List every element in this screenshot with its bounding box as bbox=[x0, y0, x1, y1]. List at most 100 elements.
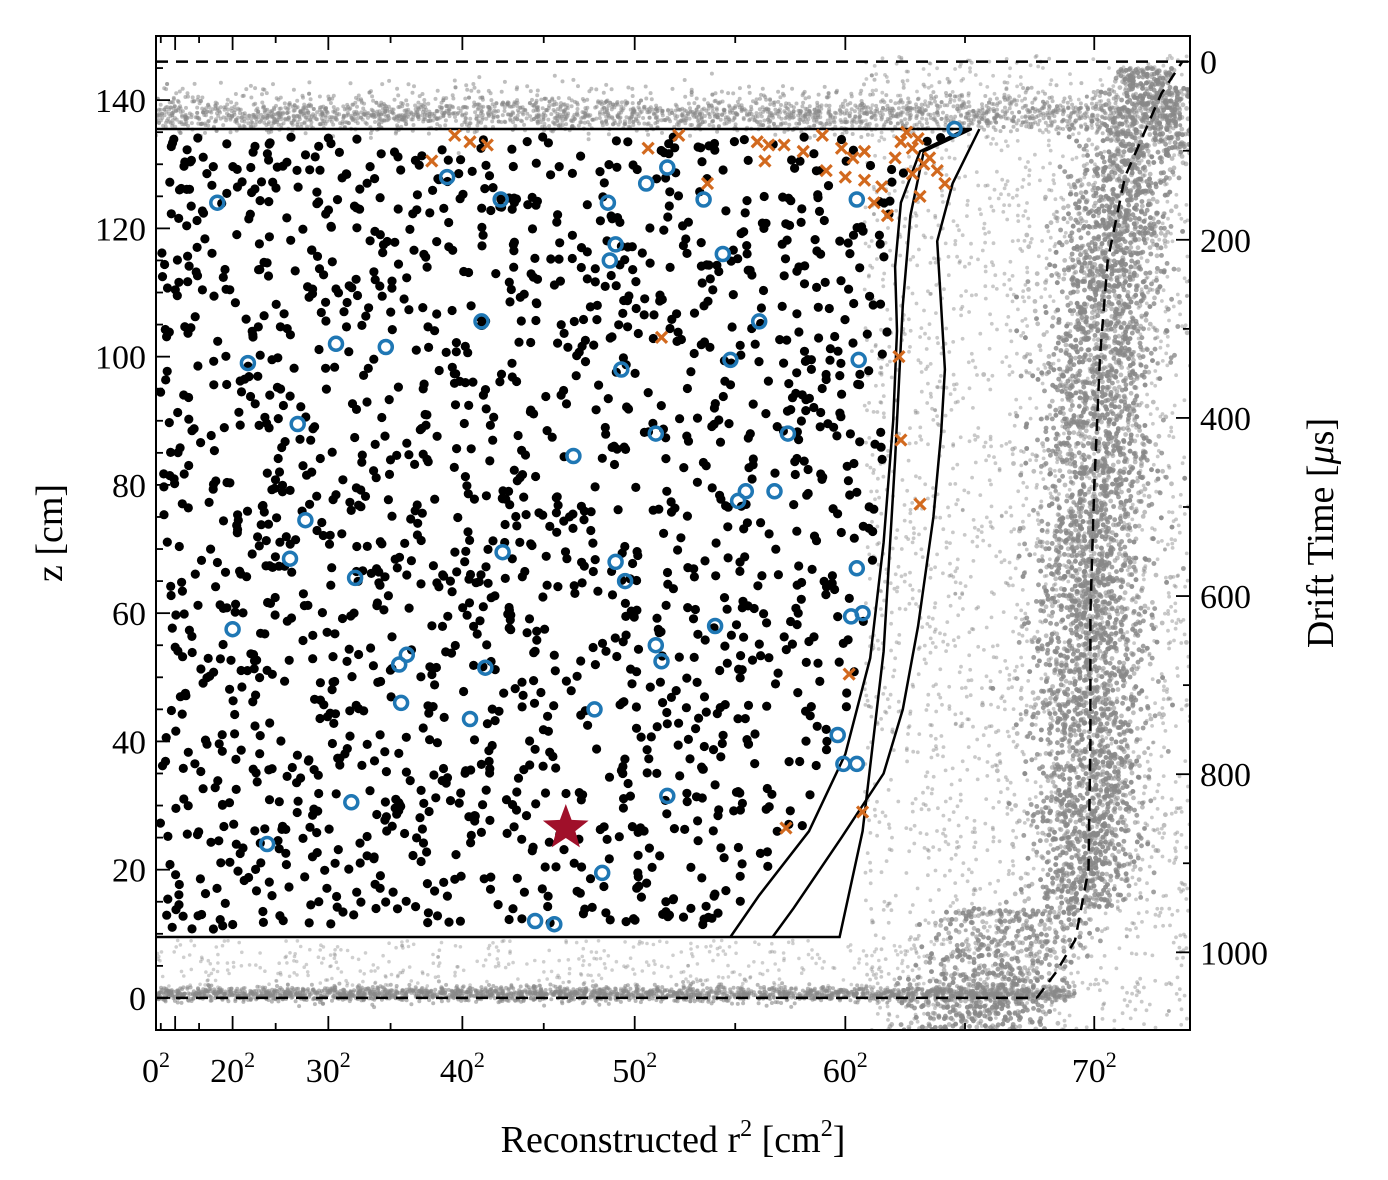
background-event bbox=[1018, 875, 1024, 881]
background-event bbox=[1015, 949, 1021, 955]
background-event bbox=[1227, 115, 1232, 120]
background-event bbox=[1071, 430, 1077, 435]
background-event bbox=[1047, 467, 1053, 473]
background-event bbox=[933, 920, 938, 926]
background-event bbox=[1201, 141, 1206, 146]
background-event bbox=[1026, 244, 1032, 250]
background-event bbox=[908, 1020, 914, 1026]
background-event bbox=[1183, 161, 1189, 167]
background-event bbox=[974, 1024, 980, 1030]
background-event bbox=[1083, 428, 1089, 434]
background-event bbox=[1122, 590, 1128, 596]
background-event bbox=[1099, 615, 1104, 621]
background-event bbox=[1140, 441, 1146, 446]
background-event bbox=[1132, 459, 1138, 465]
background-event bbox=[1150, 399, 1156, 405]
background-event bbox=[1022, 898, 1028, 904]
background-event bbox=[1046, 354, 1052, 359]
background-event bbox=[1115, 687, 1121, 692]
background-event bbox=[1155, 360, 1161, 366]
background-event bbox=[1112, 765, 1118, 771]
background-event bbox=[1154, 199, 1160, 205]
background-event bbox=[1063, 678, 1069, 684]
background-event bbox=[1043, 633, 1049, 639]
background-event bbox=[1035, 695, 1041, 701]
background-event bbox=[974, 934, 979, 940]
background-event bbox=[1192, 86, 1197, 91]
background-event bbox=[1202, 131, 1207, 136]
background-event bbox=[1129, 597, 1135, 603]
background-event bbox=[1065, 451, 1071, 457]
background-event bbox=[1034, 271, 1040, 276]
background-event bbox=[1177, 299, 1183, 305]
background-event bbox=[1063, 342, 1069, 348]
background-event bbox=[1196, 107, 1201, 112]
background-event bbox=[1042, 926, 1048, 932]
background-event bbox=[994, 768, 1000, 774]
background-event bbox=[963, 939, 969, 944]
background-event bbox=[1044, 838, 1049, 843]
background-event bbox=[1073, 269, 1079, 275]
background-event bbox=[1162, 233, 1168, 238]
background-event bbox=[1062, 258, 1068, 263]
background-event bbox=[1129, 505, 1135, 511]
background-event bbox=[1067, 469, 1072, 475]
background-event bbox=[1150, 600, 1155, 605]
background-event bbox=[1033, 453, 1039, 459]
background-event bbox=[1120, 153, 1126, 158]
background-event bbox=[981, 924, 987, 930]
background-event bbox=[1171, 165, 1177, 171]
background-event bbox=[946, 1022, 952, 1027]
background-event bbox=[1169, 208, 1174, 214]
background-event bbox=[1024, 232, 1030, 238]
background-event bbox=[1087, 650, 1093, 656]
background-event bbox=[1163, 812, 1168, 818]
background-event bbox=[1115, 795, 1120, 801]
background-event bbox=[1054, 631, 1060, 637]
background-event bbox=[1071, 953, 1077, 959]
background-event bbox=[1133, 568, 1138, 574]
background-event bbox=[1049, 398, 1055, 404]
background-event bbox=[1035, 321, 1041, 327]
background-event bbox=[1110, 462, 1116, 468]
background-event bbox=[1140, 514, 1146, 519]
background-event bbox=[1217, 86, 1222, 91]
background-event bbox=[1137, 303, 1143, 308]
background-event bbox=[1075, 289, 1080, 294]
background-event bbox=[1169, 481, 1174, 487]
background-event bbox=[1014, 731, 1020, 736]
background-event bbox=[1073, 355, 1078, 361]
background-event bbox=[1100, 379, 1105, 385]
background-event bbox=[1053, 215, 1059, 221]
background-event bbox=[1032, 308, 1038, 314]
background-event bbox=[1138, 866, 1143, 872]
background-event bbox=[1119, 713, 1124, 719]
background-event bbox=[1150, 196, 1156, 202]
background-event bbox=[1134, 376, 1140, 381]
background-event bbox=[1115, 555, 1120, 561]
background-event bbox=[1088, 352, 1093, 358]
background-event bbox=[1095, 337, 1101, 343]
background-event bbox=[1040, 441, 1045, 446]
background-event bbox=[1193, 112, 1198, 117]
background-event bbox=[1003, 951, 1008, 956]
background-event bbox=[1068, 817, 1073, 823]
background-event bbox=[1067, 748, 1072, 754]
background-event bbox=[1131, 357, 1136, 363]
background-event bbox=[1040, 830, 1045, 836]
background-event bbox=[1038, 790, 1044, 796]
background-event bbox=[1180, 102, 1186, 108]
background-event bbox=[1064, 295, 1070, 300]
background-event bbox=[1154, 253, 1160, 259]
background-event bbox=[1011, 461, 1016, 466]
background-event bbox=[1112, 293, 1118, 298]
background-event bbox=[1191, 91, 1196, 96]
background-event bbox=[1043, 604, 1049, 610]
background-event bbox=[1211, 102, 1216, 107]
background-event bbox=[1076, 431, 1081, 437]
background-event bbox=[1042, 922, 1047, 928]
background-event bbox=[1068, 407, 1073, 413]
background-event bbox=[1026, 896, 1031, 902]
background-event bbox=[1109, 306, 1115, 312]
background-event bbox=[1065, 493, 1070, 499]
